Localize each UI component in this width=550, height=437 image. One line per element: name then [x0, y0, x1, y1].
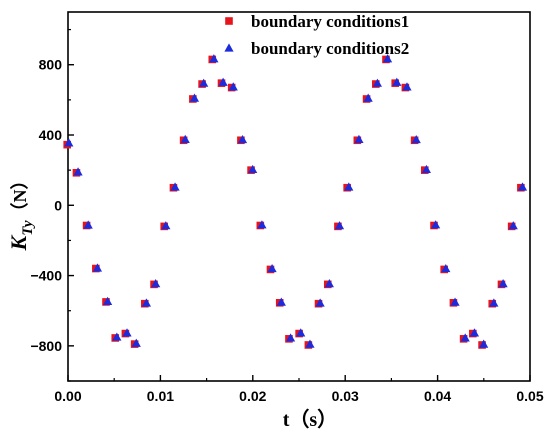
data-point	[189, 93, 200, 102]
data-point	[421, 164, 431, 174]
data-point	[450, 297, 460, 306]
data-point	[411, 134, 421, 144]
data-point	[441, 263, 451, 273]
y-tick-label: 0	[54, 197, 62, 213]
data-point	[64, 138, 74, 147]
y-tick-label: −400	[30, 268, 62, 284]
data-point	[237, 134, 248, 144]
data-point	[228, 82, 238, 91]
data-point	[122, 328, 132, 337]
data-point	[141, 298, 152, 307]
y-axis-title-unit: （N）	[10, 172, 30, 221]
data-point	[73, 167, 83, 176]
data-point	[372, 78, 383, 87]
y-axis-title-main: K	[6, 234, 31, 251]
data-point	[305, 339, 315, 348]
plot-frame	[67, 11, 531, 382]
x-tick-label: 0.01	[147, 388, 174, 404]
data-point	[354, 134, 364, 143]
data-point	[508, 221, 518, 230]
series-2	[64, 54, 528, 348]
data-point	[180, 134, 190, 143]
x-tick-label: 0.05	[516, 388, 543, 404]
data-point	[498, 279, 508, 288]
data-point	[431, 220, 441, 229]
data-point	[170, 182, 180, 191]
axis-titles: t（s） KTy（N）	[6, 172, 337, 431]
data-point	[248, 164, 258, 174]
data-point	[489, 298, 499, 307]
legend: boundary conditions1 boundary conditions2	[224, 12, 409, 58]
data-point	[469, 328, 480, 337]
data-point	[199, 78, 209, 87]
x-tick-label: 0.04	[424, 388, 451, 404]
data-point	[324, 279, 334, 288]
y-axis-title-sub: Ty	[20, 220, 36, 236]
data-point	[402, 82, 412, 91]
data-point	[363, 93, 373, 102]
data-point	[267, 263, 277, 273]
data-point	[257, 220, 267, 229]
data-point	[131, 338, 141, 347]
y-axis-title: KTy（N）	[6, 172, 36, 252]
data-point	[103, 296, 113, 306]
data-point	[344, 182, 354, 191]
data-point	[276, 297, 286, 306]
data-point	[334, 221, 345, 230]
data-point	[209, 54, 219, 63]
legend-marker-1	[225, 17, 233, 25]
data-point	[83, 220, 93, 229]
data-point	[382, 54, 393, 63]
data-point	[285, 333, 296, 342]
x-tick-label: 0.03	[332, 388, 359, 404]
data-point	[151, 279, 161, 288]
axes-layer: 0.00 0.01 0.02 0.03 0.04 0.05 −800 −400 0 400 800	[30, 11, 544, 404]
y-tick-label: 400	[39, 127, 63, 143]
data-point	[161, 221, 171, 230]
legend-label-2: boundary conditions2	[251, 39, 409, 58]
data-point	[392, 77, 402, 86]
data-point	[92, 263, 103, 272]
data-point	[517, 182, 528, 191]
points-layer	[63, 54, 528, 349]
y-tick-label: 800	[39, 57, 63, 73]
data-point	[296, 328, 306, 337]
data-point	[315, 298, 325, 307]
legend-marker-2	[224, 43, 234, 52]
data-point	[112, 332, 122, 341]
data-point	[460, 333, 470, 342]
data-point	[218, 77, 228, 86]
data-point	[479, 339, 489, 348]
x-tick-label: 0.00	[54, 388, 81, 404]
x-axis-title: t（s）	[283, 408, 337, 431]
x-tick-label: 0.02	[239, 388, 266, 404]
legend-label-1: boundary conditions1	[251, 12, 409, 31]
y-tick-label: −800	[30, 338, 62, 354]
